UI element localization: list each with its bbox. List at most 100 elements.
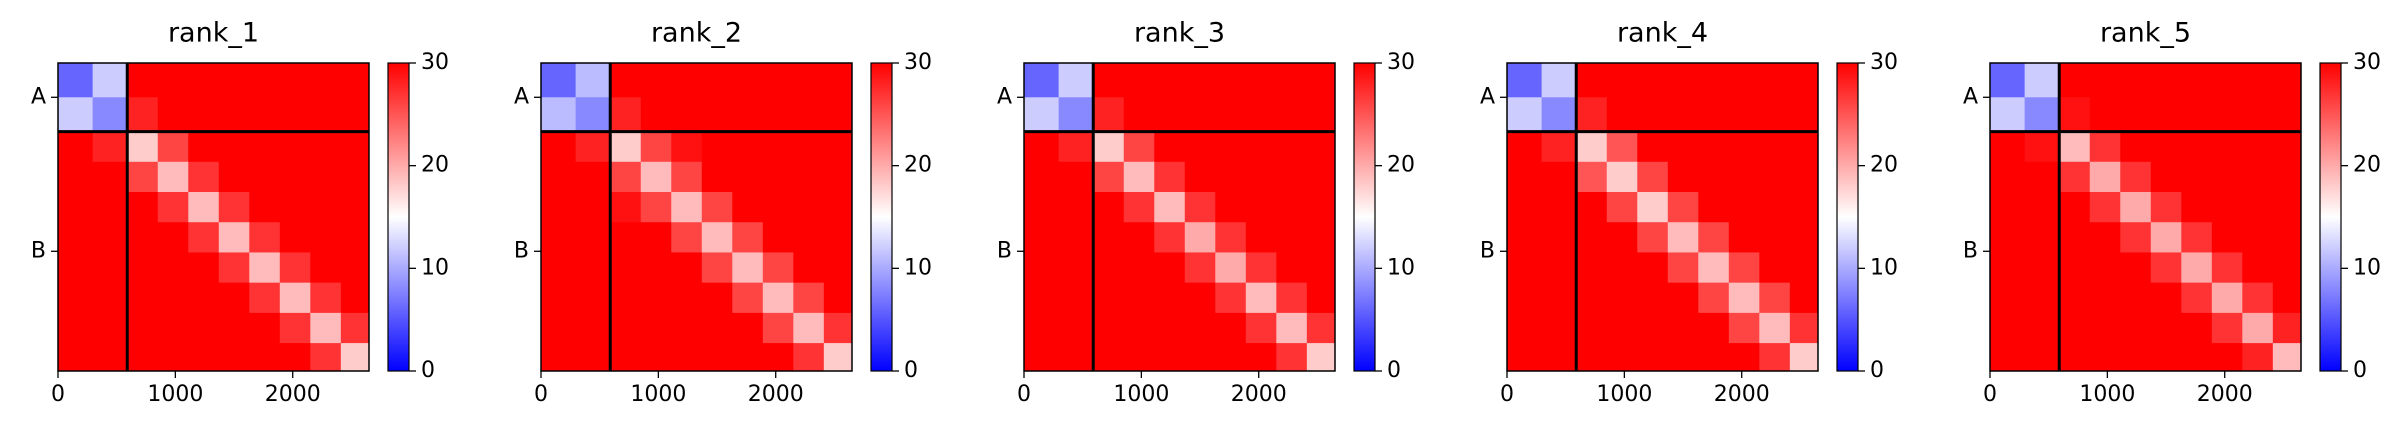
heatmap-cell bbox=[823, 343, 853, 372]
heatmap-cell bbox=[188, 97, 220, 133]
heatmap-cell bbox=[2211, 161, 2243, 193]
heatmap-cell bbox=[1698, 343, 1730, 372]
heatmap-cell bbox=[1306, 63, 1336, 98]
heatmap-cell bbox=[1245, 131, 1277, 163]
heatmap-cell bbox=[732, 63, 764, 98]
heatmap-cell bbox=[640, 97, 672, 133]
heatmap-cell bbox=[2272, 343, 2302, 372]
x-tick-label: 1000 bbox=[2079, 382, 2135, 407]
heatmap-cell bbox=[218, 192, 250, 223]
heatmap-cell bbox=[1576, 97, 1608, 133]
heatmap-cell bbox=[1058, 252, 1094, 284]
heatmap-cell bbox=[249, 222, 281, 253]
y-tick-label: A bbox=[514, 84, 529, 109]
plot-frame bbox=[1989, 62, 2302, 372]
heatmap-cell bbox=[793, 312, 825, 344]
heatmap-cell bbox=[249, 161, 281, 193]
heatmap-cell bbox=[1789, 222, 1819, 253]
heatmap-cell bbox=[2089, 222, 2121, 253]
heatmap-cell bbox=[1306, 343, 1336, 372]
heatmap-cell bbox=[92, 97, 128, 133]
heatmap-cell bbox=[1306, 222, 1336, 253]
heatmap-cell bbox=[1698, 97, 1730, 133]
heatmap-cell bbox=[1759, 282, 1791, 314]
heatmap-cell bbox=[157, 161, 189, 193]
heatmap-cell bbox=[541, 63, 577, 98]
heatmap-cell bbox=[541, 97, 577, 133]
heatmap-cell bbox=[92, 161, 128, 193]
heatmap-cell bbox=[1276, 222, 1308, 253]
heatmap-cell bbox=[1637, 97, 1669, 133]
heatmap-cell bbox=[2089, 161, 2121, 193]
heatmap-cell bbox=[671, 343, 703, 372]
heatmap-cell bbox=[1759, 312, 1791, 344]
heatmap-cell bbox=[58, 312, 94, 344]
heatmap-cell bbox=[2059, 131, 2091, 163]
panel: rank_4 0 1000 2000 A B 0 10 20 30 bbox=[1480, 18, 1898, 408]
chart-title: rank_5 bbox=[2100, 18, 2191, 49]
heatmap-cell bbox=[1093, 63, 1125, 98]
heatmap-cell bbox=[2181, 97, 2213, 133]
heatmap-cell bbox=[1058, 312, 1094, 344]
chart-title: rank_3 bbox=[1134, 18, 1225, 49]
heatmap-cell bbox=[340, 192, 370, 223]
heatmap-cell bbox=[1093, 131, 1125, 163]
heatmap-cell bbox=[1215, 97, 1247, 133]
heatmap-cell bbox=[218, 312, 250, 344]
y-tick-label: B bbox=[31, 238, 46, 263]
heatmap-cell bbox=[2024, 63, 2060, 98]
colorbar-tick-label: 20 bbox=[421, 153, 449, 178]
heatmap-cell bbox=[1024, 131, 1060, 163]
heatmap-cell bbox=[2059, 343, 2091, 372]
chart-title: rank_1 bbox=[168, 18, 259, 49]
heatmap-cell bbox=[1184, 192, 1216, 223]
heatmap-cell bbox=[1123, 343, 1155, 372]
heatmap-cell bbox=[1990, 282, 2026, 314]
heatmap-cell bbox=[2024, 131, 2060, 163]
heatmap-cell bbox=[1789, 252, 1819, 284]
heatmap-cell bbox=[1667, 282, 1699, 314]
heatmap-cell bbox=[279, 161, 311, 193]
heatmap-cell bbox=[310, 97, 342, 133]
heatmap-cell bbox=[2181, 131, 2213, 163]
heatmap-cell bbox=[1093, 97, 1125, 133]
heatmap-cell bbox=[188, 312, 220, 344]
heatmap-cell bbox=[2089, 252, 2121, 284]
heatmap-cell bbox=[1024, 282, 1060, 314]
heatmap-cell bbox=[1123, 252, 1155, 284]
heatmap-cell bbox=[1541, 312, 1577, 344]
colorbar-tick-label: 0 bbox=[2353, 358, 2367, 383]
heatmap-cell bbox=[1184, 282, 1216, 314]
colorbar-tick-label: 30 bbox=[904, 50, 932, 75]
heatmap-cell bbox=[2120, 131, 2152, 163]
heatmap-cell bbox=[2089, 343, 2121, 372]
panel: rank_1 0 1000 2000 A B 0 10 20 30 bbox=[31, 18, 449, 408]
heatmap-cell bbox=[2150, 222, 2182, 253]
heatmap-cell bbox=[575, 161, 611, 193]
heatmap-cell bbox=[1789, 63, 1819, 98]
heatmap-cell bbox=[823, 97, 853, 133]
heatmap-cell bbox=[671, 63, 703, 98]
heatmap-cell bbox=[1024, 192, 1060, 223]
heatmap-cell bbox=[1058, 161, 1094, 193]
heatmap-cell bbox=[1215, 63, 1247, 98]
heatmap-cell bbox=[610, 192, 642, 223]
heatmap-cell bbox=[310, 192, 342, 223]
heatmap-cell bbox=[2272, 192, 2302, 223]
heatmap-cell bbox=[541, 161, 577, 193]
heatmap-cell bbox=[1245, 222, 1277, 253]
heatmap-cell bbox=[575, 222, 611, 253]
heatmap-cell bbox=[575, 312, 611, 344]
heatmap-cell bbox=[1759, 131, 1791, 163]
heatmap-cell bbox=[1123, 63, 1155, 98]
heatmap-cell bbox=[1123, 131, 1155, 163]
heatmap-cell bbox=[2242, 312, 2274, 344]
heatmap-cell bbox=[2120, 222, 2152, 253]
heatmap-cell bbox=[310, 63, 342, 98]
heatmap-cell bbox=[92, 343, 128, 372]
heatmap-cell bbox=[1507, 252, 1543, 284]
heatmap-cell bbox=[279, 252, 311, 284]
heatmap-cell bbox=[2150, 312, 2182, 344]
heatmap-cell bbox=[2181, 192, 2213, 223]
heatmap-cell bbox=[2150, 97, 2182, 133]
